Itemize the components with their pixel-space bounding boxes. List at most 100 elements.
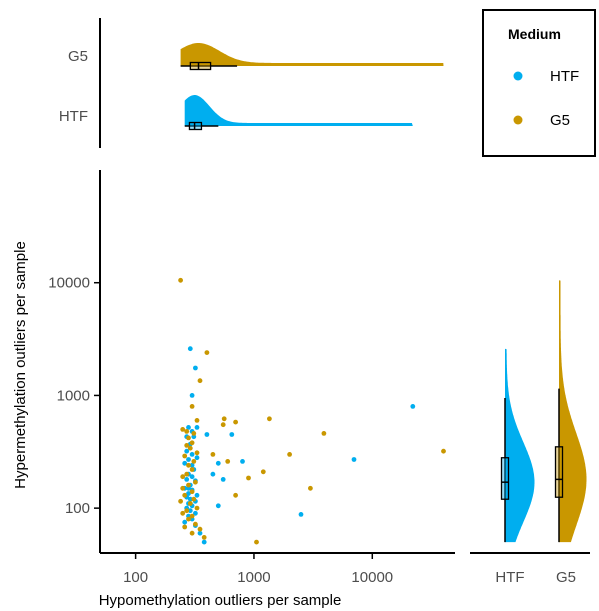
top-marginal-panel: G5 HTF	[59, 18, 444, 148]
scatter-point-g5	[189, 404, 195, 409]
scatter-point-htf	[194, 425, 200, 430]
legend-label-g5: G5	[550, 112, 570, 129]
scatter-point-htf	[215, 460, 221, 466]
scatter-point-htf	[193, 510, 198, 516]
legend-swatch-htf	[513, 71, 523, 81]
scatter-point-htf	[240, 459, 245, 464]
right-tick-label-g5: G5	[556, 569, 576, 586]
scatter-point-g5	[189, 440, 195, 446]
scatter-point-htf	[215, 503, 221, 509]
right-box-g5	[554, 446, 564, 498]
scatter-point-g5	[186, 516, 191, 522]
scatter-point-htf	[220, 477, 226, 482]
legend-title: Medium	[508, 26, 561, 42]
scatter-point-g5	[221, 416, 227, 422]
scatter-point-g5	[254, 539, 259, 545]
scatter-point-g5	[191, 431, 197, 436]
scatter-point-htf	[197, 530, 203, 536]
scatter-point-g5	[182, 524, 188, 530]
scatter-point-g5	[246, 475, 251, 481]
scatter-point-g5	[287, 452, 292, 457]
scatter-point-g5	[441, 448, 446, 454]
scatter-point-g5	[189, 530, 195, 536]
scatter-point-g5	[194, 450, 200, 456]
scatter-point-g5	[178, 498, 184, 504]
scatter-point-g5	[204, 350, 210, 355]
scatter-point-g5	[187, 501, 193, 506]
scatter-point-htf	[186, 457, 191, 462]
scatter-point-htf	[187, 496, 193, 502]
scatter-point-htf	[194, 455, 200, 461]
scatter-point-g5	[184, 508, 190, 514]
scatter-point-g5	[194, 505, 200, 511]
scatter-point-htf	[186, 491, 191, 496]
top-tick-label-htf: HTF	[59, 108, 88, 125]
x-axis-title: Hypomethylation outliers per sample	[99, 592, 342, 609]
scatter-point-htf	[194, 492, 200, 498]
scatter-point-htf	[182, 519, 188, 525]
scatter-point-g5	[197, 378, 203, 384]
scatter-point-g5	[180, 510, 186, 516]
scatter-point-htf	[193, 365, 198, 371]
scatter-point-g5	[191, 496, 197, 502]
scatter-point-g5	[191, 459, 197, 464]
scatter-point-htf	[191, 434, 197, 440]
x-tick-label: 100	[123, 569, 148, 586]
scatter-point-g5	[182, 453, 188, 459]
top-tick-label-g5: G5	[68, 48, 88, 65]
scatter-point-g5	[194, 418, 200, 423]
scatter-point-g5	[184, 429, 190, 434]
scatter-point-g5	[184, 471, 190, 477]
scatter-point-htf	[182, 460, 188, 466]
scatter-point-g5	[189, 489, 195, 495]
scatter-point-g5	[193, 479, 198, 485]
top-box-g5	[189, 61, 212, 71]
scatter-point-g5	[186, 462, 191, 468]
scatter-point-htf	[351, 457, 357, 462]
scatter-point-g5	[189, 467, 195, 472]
right-density-g5	[559, 280, 587, 543]
scatter-point-htf	[187, 508, 193, 514]
legend-box	[482, 9, 596, 157]
scatter-point-htf	[229, 432, 235, 437]
legend-label-htf: HTF	[550, 68, 579, 85]
legend-swatch-g5	[513, 115, 523, 125]
scatter-point-g5	[193, 521, 198, 527]
right-marginal-panel: HTF G5	[470, 280, 590, 586]
scatter-point-g5	[182, 492, 188, 498]
scatter-point-htf	[189, 474, 195, 480]
right-tick-label-htf: HTF	[495, 569, 524, 586]
y-axis-title: Hypermethylation outliers per sample	[12, 241, 29, 489]
scatter-point-htf	[184, 477, 190, 482]
scatter-point-g5	[233, 492, 239, 498]
top-density-g5	[180, 43, 444, 66]
top-density-htf	[184, 95, 413, 126]
scatter-point-htf	[204, 432, 210, 437]
scatter-point-htf	[410, 404, 416, 409]
scatter-point-g5	[178, 277, 184, 283]
scatter-point-htf	[210, 471, 216, 477]
scatter-panel: 100 1000 10000 100 1000 10000 Hypomethylation…	[12, 170, 455, 609]
y-tick-label: 10000	[48, 275, 90, 292]
scatter-point-g5	[260, 469, 266, 475]
scatter-point-htf	[184, 448, 190, 454]
y-tick-label: 1000	[57, 387, 90, 404]
scatter-point-g5	[197, 526, 203, 532]
scatter-point-htf	[189, 452, 195, 457]
top-box-htf	[188, 121, 203, 131]
x-tick-label: 10000	[351, 569, 393, 586]
scatter-point-g5	[186, 482, 191, 488]
scatter-point-g5	[180, 485, 186, 491]
right-density-htf	[505, 348, 535, 543]
scatter-point-htf	[187, 346, 193, 352]
scatter-point-g5	[189, 513, 195, 519]
scatter-point-g5	[267, 416, 272, 422]
x-tick-label: 1000	[237, 569, 270, 586]
scatter-point-htf	[298, 512, 304, 517]
y-tick-label: 100	[65, 500, 90, 517]
scatter-point-g5	[233, 419, 239, 425]
scatter-point-htf	[186, 425, 191, 430]
scatter-point-g5	[220, 422, 226, 428]
legend: Medium HTF G5	[482, 9, 596, 157]
